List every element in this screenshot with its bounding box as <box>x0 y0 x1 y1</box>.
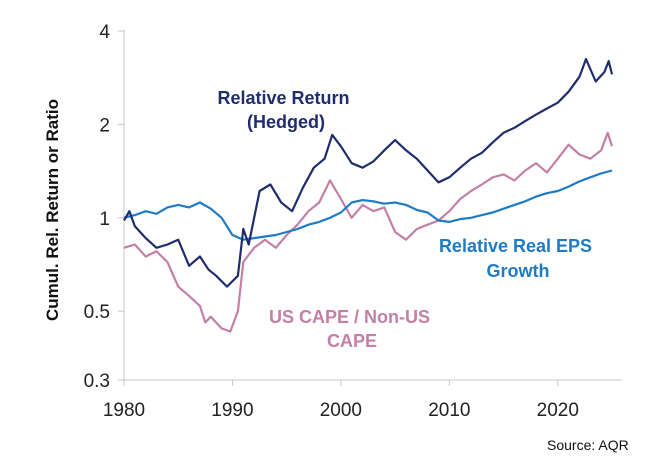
label-cape-ratio-line2: CAPE <box>327 331 377 351</box>
label-relative-eps-line1: Relative Real EPS <box>439 236 592 256</box>
x-tick-label: 1990 <box>211 400 253 421</box>
series-lines <box>123 57 614 333</box>
series-relative-eps-line <box>123 169 613 241</box>
label-cape-ratio-line1: US CAPE / Non-US <box>269 307 430 327</box>
y-tick-label: 0.5 <box>84 302 110 323</box>
label-cape-ratio: US CAPE / Non-US CAPE <box>269 307 435 351</box>
y-tick-label: 2 <box>99 115 110 136</box>
x-tick-label: 2020 <box>537 400 579 421</box>
x-tick-label: 2010 <box>428 400 470 421</box>
label-relative-eps-line2: Growth <box>487 261 550 281</box>
axes <box>123 30 622 381</box>
series-relative-return-line <box>123 57 614 288</box>
label-relative-return-line1: Relative Return <box>217 88 349 108</box>
x-ticks: 1980 1990 2000 2010 2020 <box>103 380 579 421</box>
y-tick-label: 0.3 <box>84 371 110 392</box>
label-relative-return-line2: (Hedged) <box>247 112 325 132</box>
y-tick-label: 4 <box>99 22 110 43</box>
x-tick-label: 2000 <box>320 400 362 421</box>
y-axis-label: Cumul. Rel. Return or Ratio <box>43 99 62 321</box>
series-cape-ratio-line <box>123 131 614 333</box>
y-ticks: 0.3 0.5 1 2 4 <box>84 22 124 392</box>
label-relative-return: Relative Return (Hedged) <box>217 88 354 132</box>
source-note: Source: AQR <box>547 437 629 453</box>
label-relative-eps: Relative Real EPS Growth <box>439 236 597 281</box>
y-tick-label: 1 <box>99 209 110 230</box>
x-tick-label: 1980 <box>103 400 145 421</box>
